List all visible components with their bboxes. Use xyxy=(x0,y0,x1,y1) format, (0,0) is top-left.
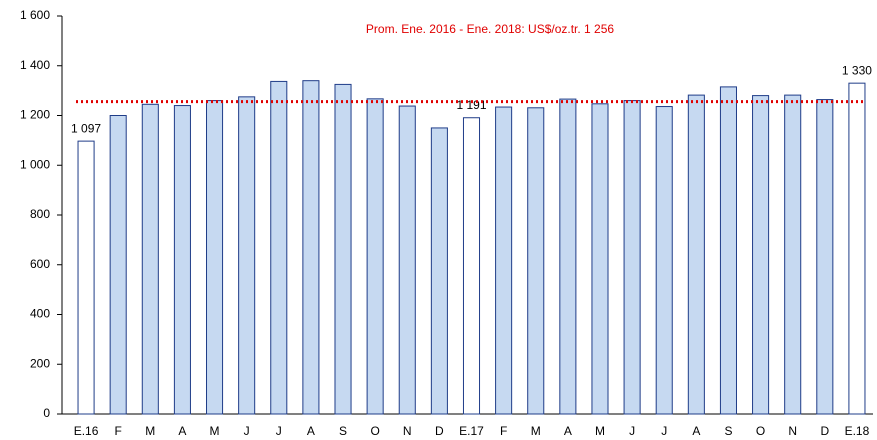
bar xyxy=(559,98,577,415)
x-tick-label: S xyxy=(724,424,732,438)
bar xyxy=(206,100,224,415)
bar xyxy=(238,96,256,415)
bar xyxy=(173,105,191,415)
bar xyxy=(848,82,866,415)
value-label: 1 097 xyxy=(71,121,101,135)
bar xyxy=(302,80,320,415)
x-tick-label: N xyxy=(403,424,412,438)
y-tick-label: 800 xyxy=(30,207,50,221)
bar xyxy=(334,83,352,415)
y-tick-label: 1 200 xyxy=(20,108,50,122)
bar xyxy=(270,80,288,415)
x-tick-label: E.17 xyxy=(459,424,484,438)
x-tick-label: A xyxy=(307,424,315,438)
x-tick-label: M xyxy=(531,424,541,438)
bar xyxy=(591,103,609,415)
bar xyxy=(77,140,95,415)
x-tick-label: J xyxy=(629,424,635,438)
x-tick-label: J xyxy=(661,424,667,438)
bar xyxy=(623,100,641,415)
x-tick-label: E.16 xyxy=(74,424,99,438)
bar xyxy=(430,127,448,415)
x-tick-label: F xyxy=(500,424,507,438)
bar xyxy=(719,86,737,415)
x-tick-label: O xyxy=(370,424,379,438)
y-tick-label: 1 400 xyxy=(20,58,50,72)
bar xyxy=(784,94,802,415)
bar xyxy=(398,105,416,415)
bar xyxy=(687,94,705,415)
y-tick-label: 1 600 xyxy=(20,8,50,22)
x-tick-label: J xyxy=(276,424,282,438)
x-tick-label: F xyxy=(115,424,122,438)
annotation: Prom. Ene. 2016 - Ene. 2018: US$/oz.tr. … xyxy=(366,22,614,36)
x-tick-label: A xyxy=(178,424,186,438)
y-tick-label: 200 xyxy=(30,356,50,370)
bar xyxy=(816,99,834,415)
bar xyxy=(655,106,673,415)
x-tick-label: M xyxy=(595,424,605,438)
x-tick-label: J xyxy=(244,424,250,438)
bar xyxy=(495,106,513,415)
bar xyxy=(462,117,481,415)
y-tick-label: 1 000 xyxy=(20,157,50,171)
value-label: 1 330 xyxy=(842,63,872,77)
x-tick-label: O xyxy=(756,424,765,438)
y-tick-label: 0 xyxy=(43,406,50,420)
bar xyxy=(366,98,384,415)
x-tick-label: D xyxy=(820,424,829,438)
x-tick-label: M xyxy=(145,424,155,438)
x-tick-label: D xyxy=(435,424,444,438)
y-tick-label: 600 xyxy=(30,257,50,271)
value-label: 1 191 xyxy=(456,98,486,112)
bar xyxy=(109,115,127,415)
x-tick-label: A xyxy=(564,424,572,438)
x-tick-label: M xyxy=(210,424,220,438)
x-tick-label: E.18 xyxy=(845,424,870,438)
y-tick-label: 400 xyxy=(30,307,50,321)
x-tick-label: A xyxy=(692,424,700,438)
x-tick-label: S xyxy=(339,424,347,438)
x-tick-label: N xyxy=(788,424,797,438)
bar xyxy=(141,103,159,415)
bar xyxy=(752,95,770,415)
bar xyxy=(527,107,545,415)
